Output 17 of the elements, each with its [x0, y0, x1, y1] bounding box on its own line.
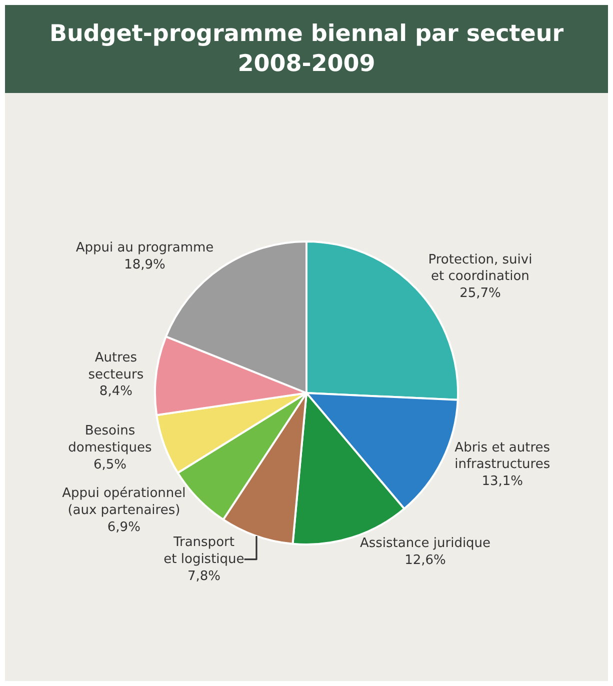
data-label: 6,9%: [107, 520, 140, 535]
data-label: 6,5%: [93, 457, 127, 472]
slice-label: Autres secteurs: [88, 350, 144, 382]
data-label: 18,9%: [124, 257, 166, 272]
slice-label: Appui au programme: [76, 240, 214, 256]
slice-label: Assistance juridique: [360, 536, 491, 552]
slice-label: Abris et autres infrastructures: [454, 440, 550, 472]
slice-label: Appui opérationnel (aux partenaires): [62, 486, 186, 518]
data-label: 8,4%: [99, 384, 132, 400]
chart-title: Budget-programme biennal par secteur 2008-2009: [5, 5, 608, 93]
slice-label: Protection, suivi et coordination: [428, 252, 532, 284]
slice-label: Transport et logistique: [164, 534, 244, 567]
data-label: 13,1%: [482, 474, 524, 490]
data-label: 12,6%: [404, 552, 446, 568]
data-label: 7,8%: [187, 568, 220, 584]
slice-label: Besoins domestiques: [68, 424, 152, 456]
data-label: 25,7%: [460, 286, 501, 302]
